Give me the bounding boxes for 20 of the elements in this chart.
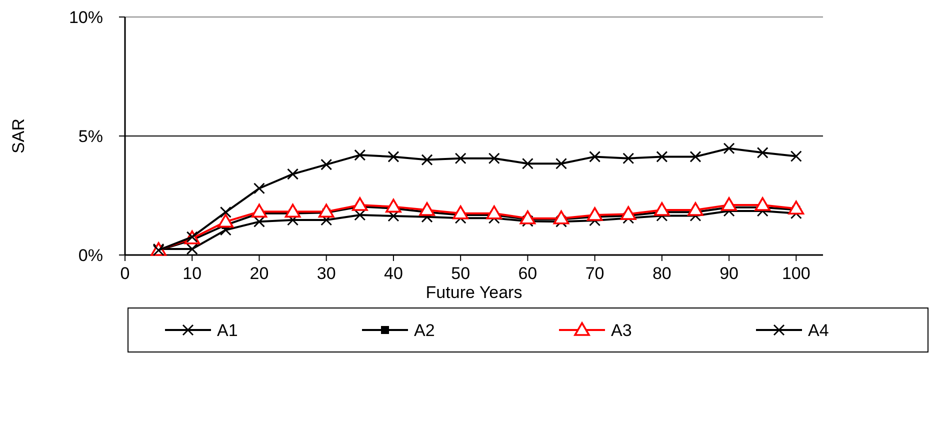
- y-tick-label: 5%: [78, 126, 103, 146]
- legend-label: A2: [414, 320, 435, 340]
- x-tick-label: 70: [585, 264, 604, 283]
- legend-label: A1: [217, 320, 238, 340]
- x-tick-label: 60: [518, 264, 538, 283]
- x-tick-label: 40: [384, 264, 403, 283]
- x-tick-label: 50: [451, 264, 470, 283]
- x-tick-label: 20: [250, 264, 269, 283]
- x-tick-label: 90: [720, 264, 738, 283]
- x-tick-label: 80: [652, 264, 672, 283]
- x-tick-label: 0: [120, 264, 130, 283]
- y-tick-label: 10%: [68, 8, 103, 27]
- x-axis-title: Future Years: [426, 283, 522, 302]
- y-tick-label: 0%: [78, 246, 103, 265]
- x-tick-label: 30: [316, 264, 336, 283]
- y-axis-title: SAR: [9, 118, 28, 154]
- legend-label: A3: [611, 320, 632, 340]
- x-tick-label: 10: [182, 264, 202, 283]
- x-tick-label: 100: [782, 264, 810, 283]
- legend-label: A4: [808, 320, 829, 340]
